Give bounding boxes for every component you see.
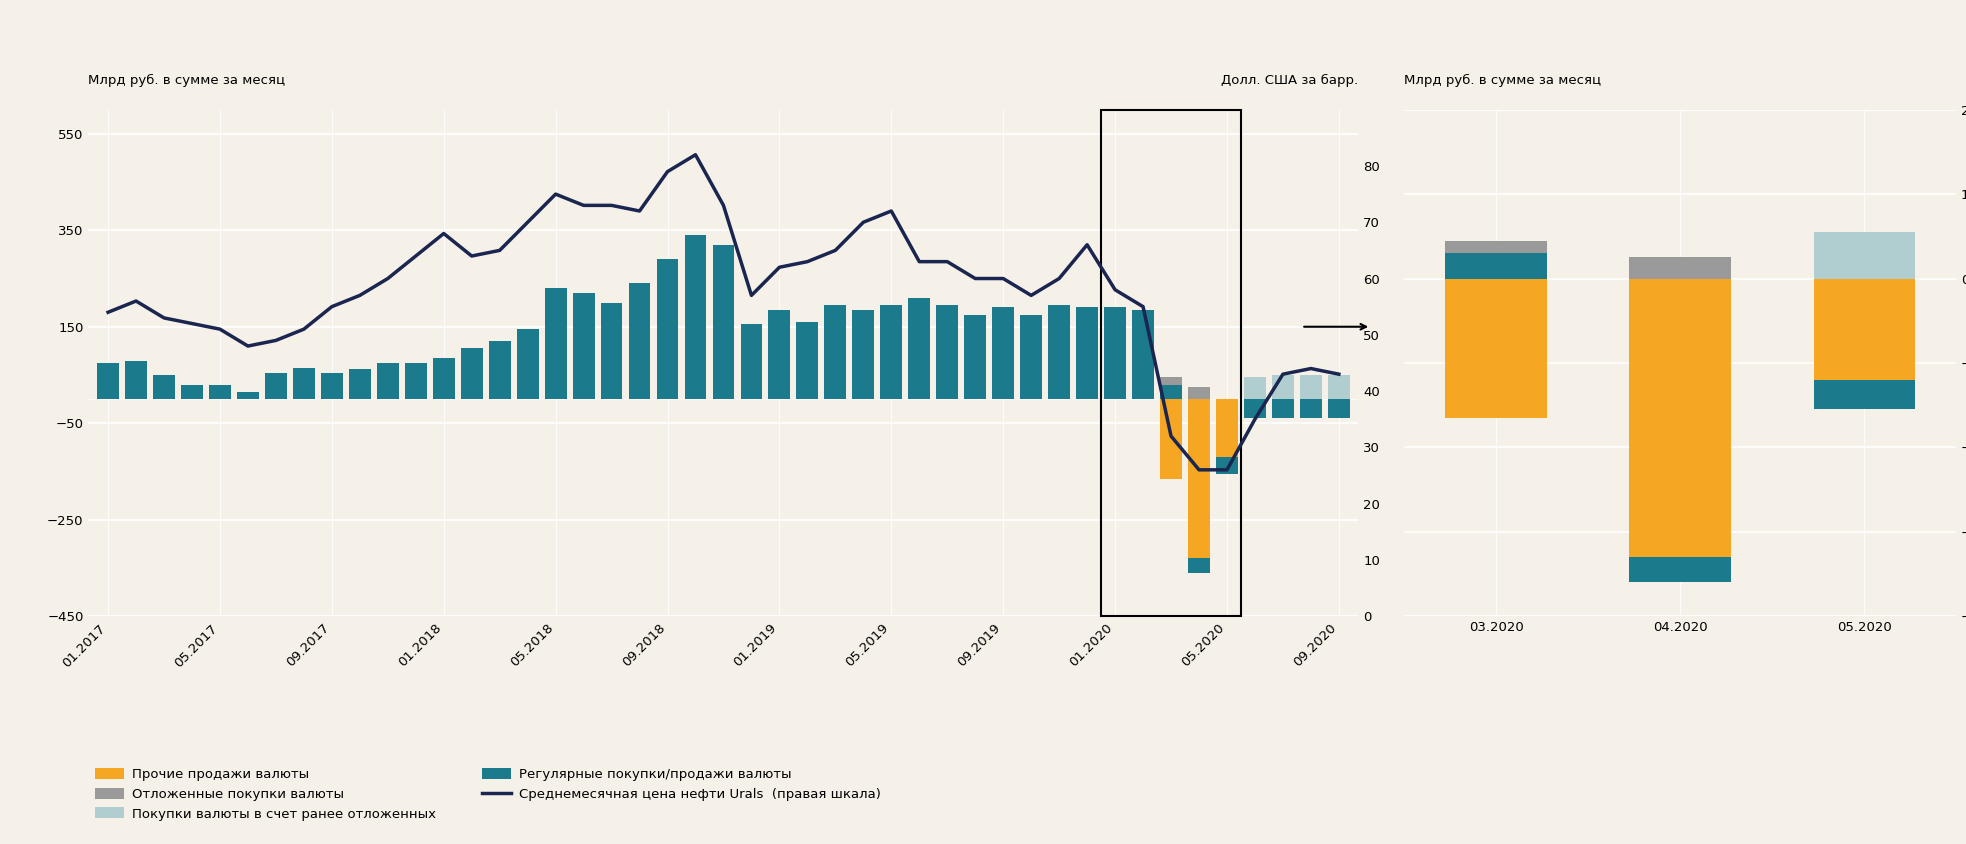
Bar: [824, 305, 845, 399]
Bar: [572, 293, 594, 399]
Bar: [405, 363, 427, 399]
Bar: [796, 322, 818, 399]
Bar: [963, 315, 987, 399]
Bar: [1300, 399, 1321, 419]
Bar: [853, 310, 875, 399]
Bar: [490, 341, 511, 399]
Text: Млрд руб. в сумме за месяц: Млрд руб. в сумме за месяц: [88, 74, 285, 87]
Bar: [1187, 387, 1209, 399]
Bar: [1300, 375, 1321, 399]
Bar: [293, 368, 315, 399]
Bar: [126, 360, 147, 399]
Bar: [1445, 241, 1547, 253]
Bar: [1445, 279, 1547, 418]
Bar: [1630, 279, 1730, 557]
Bar: [208, 385, 230, 399]
Bar: [908, 298, 930, 399]
Bar: [741, 324, 763, 399]
Bar: [1327, 375, 1351, 399]
Bar: [238, 392, 260, 399]
Bar: [1020, 315, 1042, 399]
Bar: [1813, 279, 1915, 380]
Bar: [1217, 457, 1239, 473]
Bar: [1048, 305, 1070, 399]
Bar: [1244, 377, 1266, 399]
Bar: [769, 310, 790, 399]
Bar: [265, 372, 287, 399]
Bar: [1630, 257, 1730, 279]
Legend: Прочие продажи валюты, Отложенные покупки валюты, Покупки валюты в счет ранее от: Прочие продажи валюты, Отложенные покупк…: [94, 768, 881, 820]
Bar: [1160, 385, 1182, 399]
Bar: [517, 329, 539, 399]
Bar: [181, 385, 202, 399]
Bar: [1160, 377, 1182, 385]
Bar: [96, 363, 120, 399]
Text: Млрд руб. в сумме за месяц: Млрд руб. в сумме за месяц: [1404, 74, 1600, 87]
Bar: [460, 349, 482, 399]
Bar: [1187, 558, 1209, 573]
Bar: [1630, 557, 1730, 582]
Bar: [1187, 399, 1209, 558]
Bar: [1244, 399, 1266, 419]
Bar: [1272, 375, 1294, 399]
Bar: [684, 235, 706, 399]
Bar: [629, 284, 651, 399]
Bar: [1075, 307, 1099, 399]
Bar: [1105, 307, 1127, 399]
Text: Долл. США за барр.: Долл. США за барр.: [1221, 74, 1359, 87]
Bar: [1327, 399, 1351, 419]
Bar: [993, 307, 1014, 399]
Bar: [657, 259, 678, 399]
Bar: [153, 375, 175, 399]
Bar: [1132, 310, 1154, 399]
Bar: [1101, 110, 1241, 616]
Bar: [881, 305, 902, 399]
Bar: [602, 303, 623, 399]
Bar: [1217, 399, 1239, 457]
Bar: [1160, 399, 1182, 479]
Bar: [320, 372, 342, 399]
Bar: [377, 363, 399, 399]
Bar: [433, 358, 454, 399]
Bar: [1813, 232, 1915, 279]
Bar: [1272, 399, 1294, 419]
Bar: [348, 369, 372, 399]
Bar: [936, 305, 957, 399]
Bar: [1445, 253, 1547, 279]
Bar: [1813, 380, 1915, 409]
Bar: [545, 288, 566, 399]
Bar: [712, 245, 735, 399]
